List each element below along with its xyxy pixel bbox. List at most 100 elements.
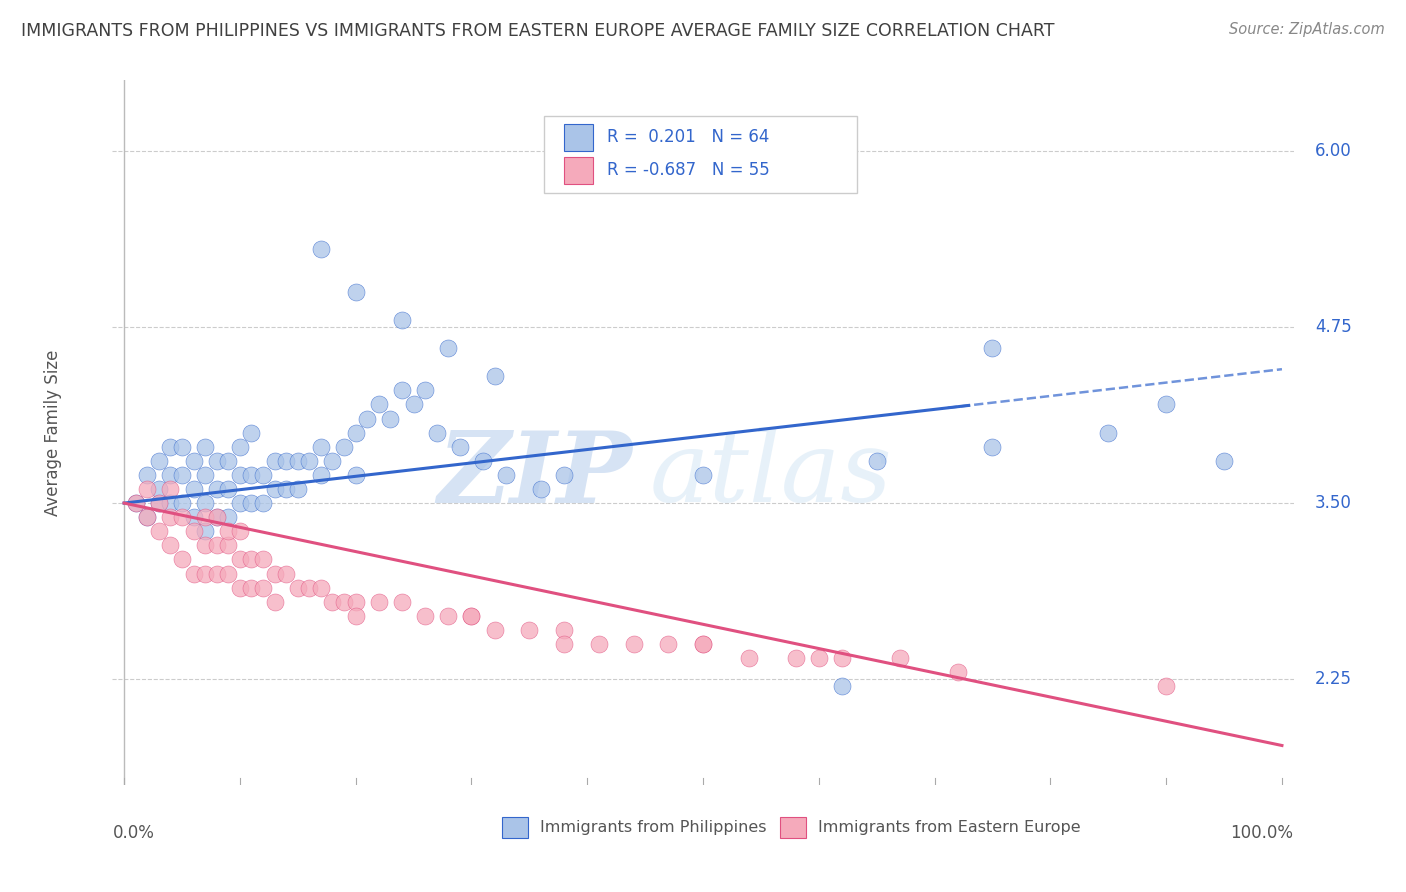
- Point: [981, 440, 1004, 454]
- Point: [321, 454, 343, 468]
- Point: [263, 566, 285, 581]
- Point: [460, 608, 482, 623]
- Text: Source: ZipAtlas.com: Source: ZipAtlas.com: [1229, 22, 1385, 37]
- Point: [472, 454, 495, 468]
- Point: [287, 482, 309, 496]
- Point: [217, 482, 239, 496]
- Point: [356, 411, 378, 425]
- Point: [263, 454, 285, 468]
- Point: [333, 595, 356, 609]
- Point: [391, 384, 413, 398]
- Text: Immigrants from Eastern Europe: Immigrants from Eastern Europe: [817, 820, 1080, 835]
- Point: [276, 482, 298, 496]
- Point: [333, 440, 356, 454]
- Point: [183, 454, 205, 468]
- Point: [692, 467, 714, 482]
- Point: [946, 665, 969, 680]
- Point: [194, 538, 217, 552]
- Point: [380, 411, 402, 425]
- Point: [484, 369, 506, 384]
- Point: [1213, 454, 1236, 468]
- Point: [240, 581, 263, 595]
- Point: [205, 482, 228, 496]
- Point: [170, 496, 193, 510]
- Point: [517, 623, 540, 637]
- Point: [194, 467, 217, 482]
- Point: [367, 595, 389, 609]
- Point: [217, 566, 239, 581]
- Point: [194, 440, 217, 454]
- Point: [344, 285, 367, 299]
- Text: 100.0%: 100.0%: [1230, 823, 1294, 842]
- Point: [124, 496, 146, 510]
- FancyBboxPatch shape: [544, 116, 856, 193]
- Point: [785, 651, 807, 665]
- Point: [205, 566, 228, 581]
- Point: [229, 440, 252, 454]
- Point: [159, 440, 181, 454]
- Text: Average Family Size: Average Family Size: [45, 350, 62, 516]
- Point: [229, 524, 252, 539]
- Text: 4.75: 4.75: [1315, 318, 1351, 336]
- Point: [229, 581, 252, 595]
- Bar: [564, 124, 593, 151]
- Point: [309, 243, 332, 257]
- Point: [437, 341, 460, 355]
- Point: [309, 581, 332, 595]
- Text: 3.50: 3.50: [1315, 494, 1351, 512]
- Point: [309, 440, 332, 454]
- Point: [205, 510, 228, 524]
- Point: [194, 524, 217, 539]
- Point: [344, 595, 367, 609]
- Point: [148, 524, 170, 539]
- Point: [692, 637, 714, 651]
- Point: [367, 397, 389, 411]
- Point: [276, 454, 298, 468]
- Point: [484, 623, 506, 637]
- Point: [553, 637, 575, 651]
- Point: [217, 538, 239, 552]
- Point: [240, 552, 263, 566]
- Point: [148, 482, 170, 496]
- Point: [159, 496, 181, 510]
- Point: [148, 496, 170, 510]
- Text: ZIP: ZIP: [437, 426, 633, 523]
- Point: [136, 467, 159, 482]
- Point: [205, 454, 228, 468]
- Point: [623, 637, 645, 651]
- Point: [159, 482, 181, 496]
- Point: [981, 341, 1004, 355]
- Point: [217, 454, 239, 468]
- Point: [183, 510, 205, 524]
- Point: [738, 651, 761, 665]
- Point: [148, 454, 170, 468]
- Point: [287, 581, 309, 595]
- Point: [692, 637, 714, 651]
- Point: [240, 467, 263, 482]
- Point: [831, 651, 853, 665]
- Point: [229, 467, 252, 482]
- Point: [183, 566, 205, 581]
- Point: [449, 440, 471, 454]
- Point: [252, 552, 274, 566]
- Point: [298, 454, 321, 468]
- Point: [553, 467, 575, 482]
- Point: [831, 679, 853, 693]
- Text: IMMIGRANTS FROM PHILIPPINES VS IMMIGRANTS FROM EASTERN EUROPE AVERAGE FAMILY SIZ: IMMIGRANTS FROM PHILIPPINES VS IMMIGRANT…: [21, 22, 1054, 40]
- Point: [170, 552, 193, 566]
- Point: [391, 595, 413, 609]
- Text: Immigrants from Philippines: Immigrants from Philippines: [540, 820, 766, 835]
- Text: R = -0.687   N = 55: R = -0.687 N = 55: [607, 161, 770, 179]
- Point: [240, 425, 263, 440]
- Bar: [564, 157, 593, 184]
- Point: [229, 496, 252, 510]
- Point: [298, 581, 321, 595]
- Point: [183, 524, 205, 539]
- Point: [136, 510, 159, 524]
- Point: [217, 524, 239, 539]
- Point: [437, 608, 460, 623]
- Point: [413, 608, 436, 623]
- Text: 2.25: 2.25: [1315, 670, 1351, 689]
- Point: [240, 496, 263, 510]
- Point: [807, 651, 830, 665]
